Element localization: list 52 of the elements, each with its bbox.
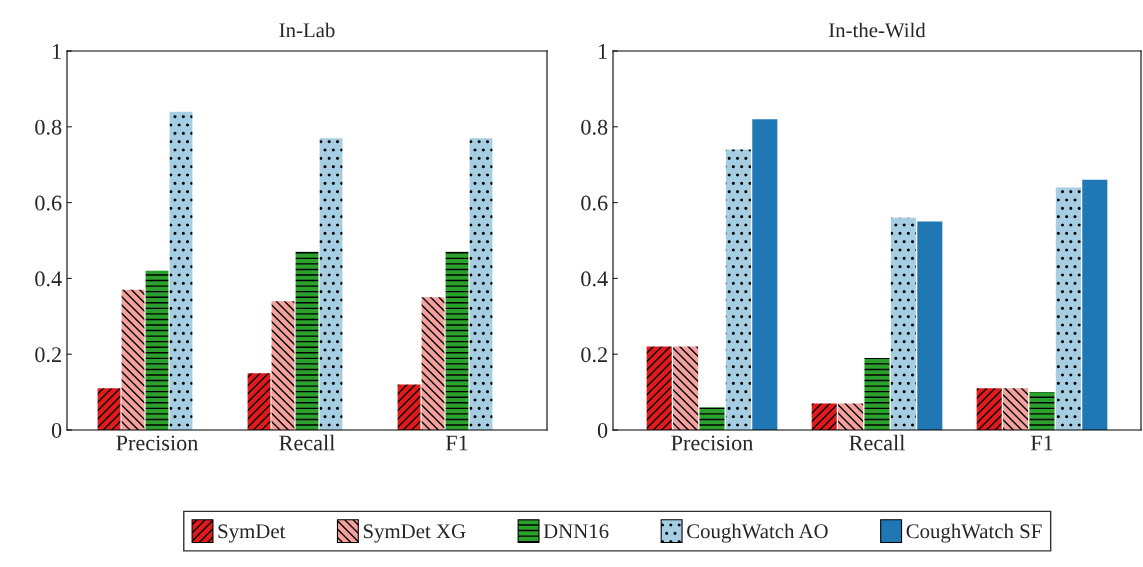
bar — [1055, 187, 1081, 430]
bar — [397, 384, 421, 430]
bar — [725, 149, 751, 430]
bar — [976, 388, 1002, 430]
bar — [1003, 388, 1029, 430]
bar — [295, 251, 319, 430]
legend-label: SymDet XG — [363, 524, 466, 543]
legend-label: CoughWatch AO — [687, 523, 828, 543]
y-tick-label: 0.6 — [581, 195, 608, 211]
y-tick-label: 0.2 — [581, 347, 607, 363]
x-tick-label: Recall — [849, 434, 905, 451]
y-tick-label: 0.6 — [35, 195, 62, 211]
y-tick-label: 0.4 — [35, 271, 62, 287]
x-tick-label: F1 — [445, 435, 468, 451]
bar — [838, 403, 864, 430]
bar — [1082, 179, 1108, 430]
bar — [121, 289, 145, 430]
bar — [646, 346, 672, 430]
bar — [319, 138, 343, 430]
legend-label: CoughWatch SF — [906, 523, 1042, 543]
y-tick-label: 1 — [598, 44, 607, 59]
bar — [169, 111, 193, 430]
bar — [673, 346, 699, 430]
y-tick-label: 0.4 — [581, 271, 608, 287]
bar — [421, 297, 445, 430]
chart-title: In-the-Wild — [829, 22, 926, 38]
bar — [247, 373, 271, 430]
bar — [97, 388, 121, 430]
bar — [469, 138, 493, 430]
bar — [752, 119, 778, 430]
chart-title: In-Lab — [279, 22, 335, 38]
x-tick-label: Recall — [279, 434, 335, 451]
y-tick-label: 0 — [597, 422, 608, 438]
x-tick-label: Precision — [116, 435, 199, 451]
bar — [811, 403, 837, 430]
y-tick-label: 1 — [52, 44, 61, 59]
bar — [445, 251, 469, 430]
bar — [890, 217, 916, 430]
y-tick-label: 0.8 — [35, 119, 62, 135]
bar — [699, 407, 725, 430]
bar — [145, 270, 169, 430]
bar — [271, 301, 295, 430]
x-tick-label: Precision — [671, 435, 754, 451]
bar — [917, 221, 943, 430]
y-tick-label: 0 — [51, 422, 62, 438]
y-tick-label: 0.8 — [581, 119, 608, 135]
bar — [1029, 392, 1055, 430]
x-tick-label: F1 — [1030, 435, 1053, 451]
y-tick-label: 0.2 — [35, 347, 61, 363]
legend-label: SymDet — [218, 524, 286, 543]
bar — [864, 357, 890, 430]
legend-label: DNN16 — [543, 524, 609, 539]
